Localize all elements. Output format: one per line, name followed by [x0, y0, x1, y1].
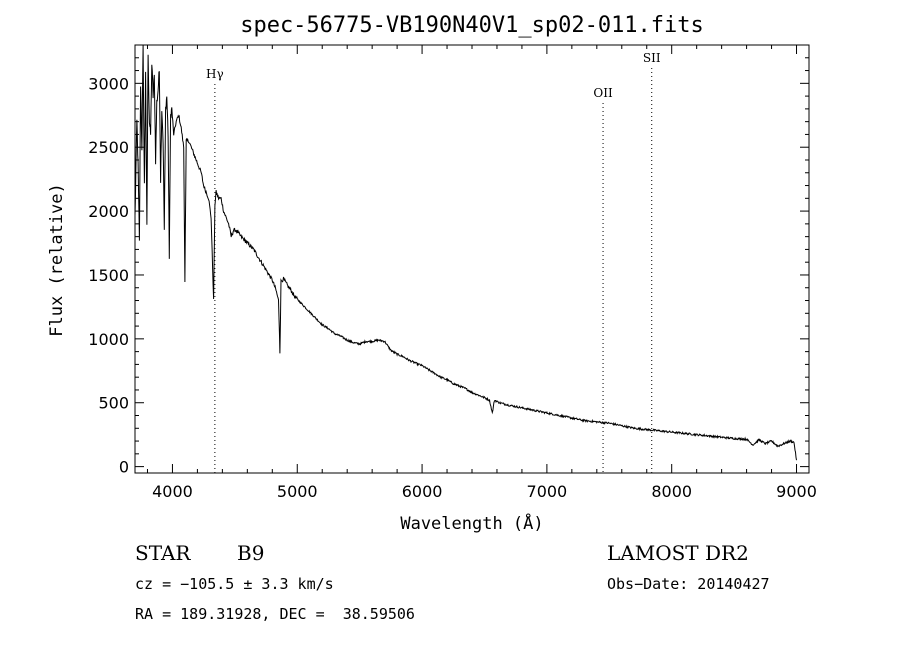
spectral-subclass: B9 — [237, 541, 265, 565]
object-type: STAR — [135, 541, 191, 565]
y-tick-label: 500 — [98, 394, 129, 413]
x-tick-label: 5000 — [277, 482, 318, 501]
plot-frame — [134, 44, 810, 474]
line-label: Hγ — [206, 67, 224, 81]
x-tick-label: 8000 — [651, 482, 692, 501]
survey-name: LAMOST DR2 — [607, 541, 749, 565]
observation-date: Obs−Date: 20140427 — [607, 575, 770, 593]
x-axis-label: Wavelength (Å) — [400, 512, 543, 534]
chart-title: spec-56775-VB190N40V1_sp02-011.fits — [240, 13, 704, 38]
line-label: OII — [593, 86, 613, 100]
line-label: SII — [643, 51, 661, 65]
x-tick-label: 4000 — [152, 482, 193, 501]
y-tick-label: 2000 — [88, 202, 129, 221]
coordinates: RA = 189.31928, DEC = 38.59506 — [135, 605, 415, 623]
spectrum-line — [134, 44, 797, 461]
y-tick-label: 2500 — [88, 138, 129, 157]
x-tick-label: 9000 — [776, 482, 817, 501]
y-tick-label: 1000 — [88, 330, 129, 349]
x-tick-label: 6000 — [402, 482, 443, 501]
y-axis-label: Flux (relative) — [47, 183, 67, 337]
y-tick-label: 3000 — [88, 74, 129, 93]
y-tick-label: 0 — [119, 458, 129, 477]
axis-ticks: 4000 5000 6000 7000 8000 9000 0 500 1000 1500 2000… — [88, 45, 817, 501]
line-markers: Hγ OII SII — [206, 51, 661, 473]
y-tick-label: 1500 — [88, 266, 129, 285]
x-tick-label: 7000 — [527, 482, 568, 501]
redshift-cz: cz = −105.5 ± 3.3 km/s — [135, 575, 334, 593]
